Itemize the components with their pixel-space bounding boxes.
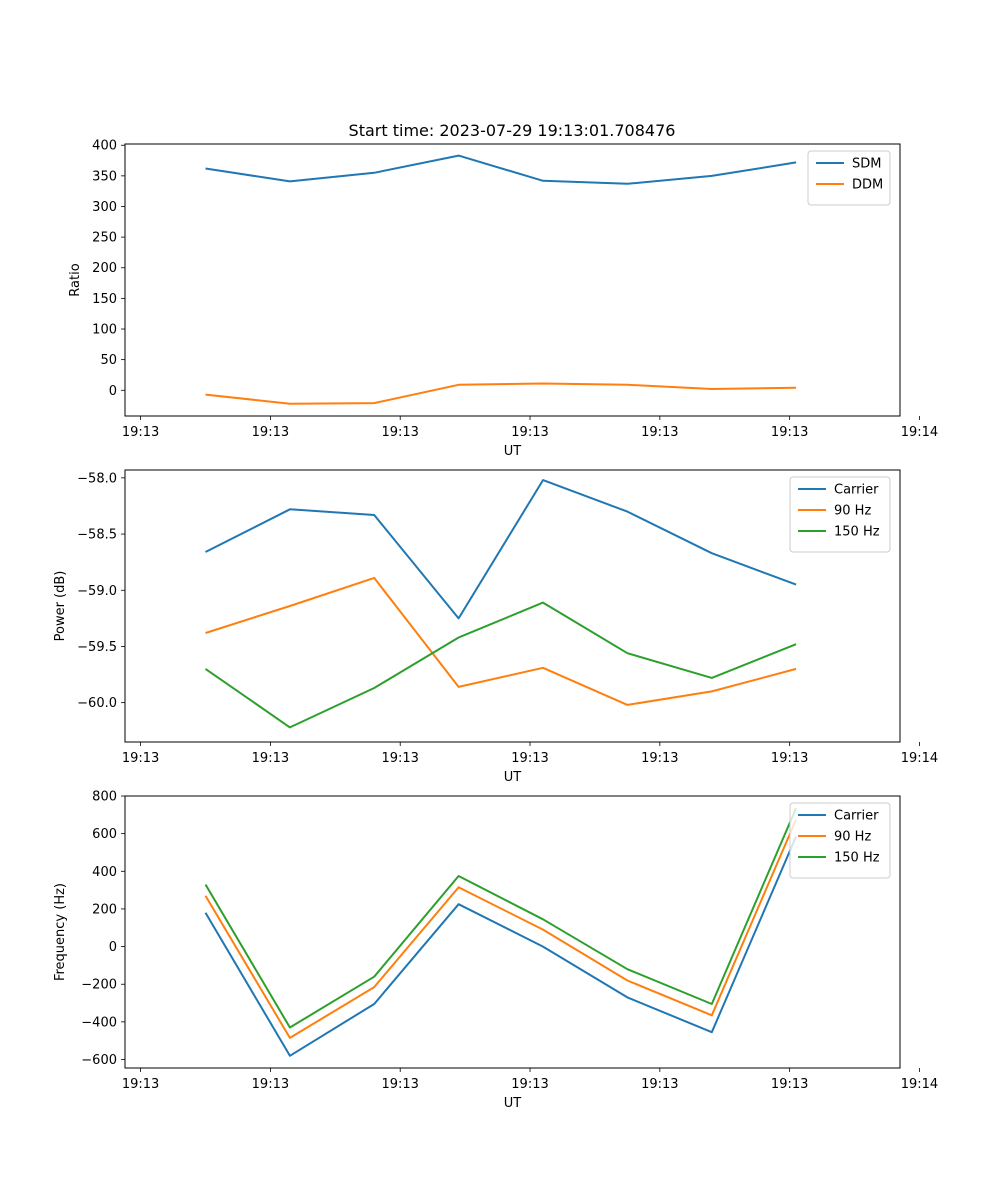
- y-axis-label: Power (dB): [53, 571, 68, 642]
- y-tick-label: 100: [92, 323, 117, 338]
- y-tick-label: 200: [92, 261, 117, 276]
- legend-box: [807, 150, 891, 206]
- x-tick-label: 19:13: [122, 751, 159, 766]
- axes-frame: [124, 143, 901, 417]
- x-axis-label: UT: [504, 1096, 522, 1111]
- subplot-2: 19:13 19:13 19:13 19:13 19:13 19:13 19:14 −60.0…: [53, 469, 938, 785]
- legend-box: [789, 802, 891, 879]
- series-line-90-hz: [204, 819, 798, 1039]
- x-tick-label: 19:13: [771, 425, 808, 440]
- y-tick-label: −400: [81, 1015, 117, 1030]
- y-axis-label: Ratio: [68, 263, 83, 296]
- y-tick-label: −600: [81, 1053, 117, 1068]
- y-axis-label: Frequency (Hz): [53, 883, 68, 981]
- x-tick-label: 19:13: [641, 425, 678, 440]
- x-axis-label: UT: [504, 444, 522, 459]
- series-line-150-hz: [204, 807, 798, 1029]
- legend-label: DDM: [852, 178, 883, 193]
- x-tick-label: 19:13: [381, 751, 418, 766]
- y-tick-label: 600: [92, 827, 117, 842]
- series-line-sdm: [205, 154, 797, 185]
- x-tick-label: 19:13: [511, 425, 548, 440]
- y-tick-label: 300: [92, 200, 117, 215]
- x-tick-label: 19:13: [641, 1077, 678, 1092]
- legend-label: 150 Hz: [834, 851, 880, 866]
- legend-label: 90 Hz: [834, 830, 871, 845]
- series-line-carrier: [205, 479, 797, 620]
- figure-title: Start time: 2023-07-29 19:13:01.708476: [349, 121, 676, 140]
- x-tick-label: 19:13: [381, 425, 418, 440]
- series-line-90-hz: [205, 576, 797, 706]
- legend-label: Carrier: [834, 809, 879, 824]
- y-tick-label: 800: [92, 790, 117, 805]
- legend-box: [789, 476, 891, 553]
- legend: Carrier 90 Hz 150 Hz: [789, 802, 891, 879]
- x-tick-label: 19:13: [381, 1077, 418, 1092]
- y-tick-label: 250: [92, 231, 117, 246]
- series-line-carrier: [204, 836, 798, 1057]
- x-tick-label: 19:14: [901, 751, 938, 766]
- legend-label: SDM: [852, 157, 881, 172]
- x-axis-label: UT: [504, 770, 522, 785]
- y-tick-label: 400: [92, 865, 117, 880]
- y-tick-label: 200: [92, 902, 117, 917]
- axes-layer: 19:13 19:13 19:13 19:13 19:13 19:13 19:14 0 50 10…: [53, 139, 938, 1111]
- y-tick-label: −58.0: [77, 471, 117, 486]
- y-tick-label: 0: [109, 384, 117, 399]
- series-line-150-hz: [204, 601, 797, 729]
- axes-frame: [124, 795, 901, 1069]
- legend-label: 90 Hz: [834, 504, 871, 519]
- x-tick-label: 19:13: [122, 1077, 159, 1092]
- x-tick-label: 19:14: [901, 1077, 938, 1092]
- y-tick-label: −58.5: [77, 528, 117, 543]
- y-tick-label: 50: [100, 353, 117, 368]
- y-tick-label: −60.0: [77, 696, 117, 711]
- x-tick-label: 19:13: [122, 425, 159, 440]
- legend-label: Carrier: [834, 483, 879, 498]
- y-tick-label: −59.5: [77, 640, 117, 655]
- y-tick-label: −59.0: [77, 584, 117, 599]
- series-line-ddm: [205, 382, 797, 405]
- legend-label: 150 Hz: [834, 525, 880, 540]
- x-tick-label: 19:13: [252, 425, 289, 440]
- subplot-1: 19:13 19:13 19:13 19:13 19:13 19:13 19:14 0 50 10…: [68, 139, 938, 459]
- x-tick-label: 19:13: [771, 1077, 808, 1092]
- x-tick-label: 19:14: [901, 425, 938, 440]
- y-tick-label: 350: [92, 169, 117, 184]
- x-tick-label: 19:13: [641, 751, 678, 766]
- y-tick-label: −200: [81, 978, 117, 993]
- axes-frame: [124, 469, 901, 743]
- y-tick-label: 0: [109, 940, 117, 955]
- y-tick-label: 400: [92, 139, 117, 154]
- x-tick-label: 19:13: [511, 751, 548, 766]
- x-tick-label: 19:13: [511, 1077, 548, 1092]
- x-tick-label: 19:13: [771, 751, 808, 766]
- legend: Carrier 90 Hz 150 Hz: [789, 476, 891, 553]
- legend: SDM DDM: [807, 150, 891, 206]
- x-tick-label: 19:13: [252, 1077, 289, 1092]
- y-tick-label: 150: [92, 292, 117, 307]
- subplot-3: 19:13 19:13 19:13 19:13 19:13 19:13 19:14 −600 −…: [53, 790, 938, 1112]
- x-tick-label: 19:13: [252, 751, 289, 766]
